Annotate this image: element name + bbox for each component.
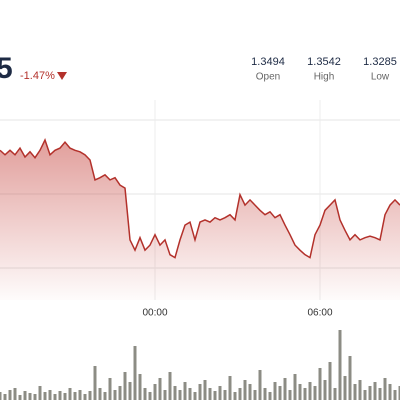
volume-bar: [323, 380, 327, 400]
price: 5: [0, 52, 13, 85]
volume-bar: [308, 382, 312, 400]
volume-bar: [353, 384, 357, 400]
volume-bar: [318, 368, 322, 400]
volume-bar: [338, 330, 342, 400]
area: [0, 140, 400, 300]
volume-bar: [98, 388, 102, 400]
volume-bar: [293, 374, 297, 400]
volume-bar: [398, 386, 400, 400]
volume-bar: [158, 378, 162, 400]
volume-bar: [173, 386, 177, 400]
volume-bar: [103, 392, 107, 400]
stat-label: Open: [256, 72, 280, 83]
volume-bar: [283, 378, 287, 400]
volume-bar: [363, 390, 367, 400]
volume-bar: [348, 356, 352, 400]
volume-bar: [228, 376, 232, 400]
volume-bar: [108, 378, 112, 400]
volume-bar: [88, 391, 92, 400]
stat-label: Low: [371, 72, 390, 83]
volume-bar: [333, 388, 337, 400]
price-line: [0, 138, 400, 259]
volume-bar: [118, 386, 122, 400]
volume-bar: [148, 392, 152, 400]
volume-bar: [378, 388, 382, 400]
volume-bar: [13, 388, 17, 400]
volume-bar: [193, 392, 197, 400]
volume-bar: [23, 391, 27, 400]
volume-bar: [28, 393, 32, 400]
volume-bar: [128, 382, 132, 400]
volume-bar: [213, 391, 217, 400]
volume-bar: [278, 386, 282, 400]
volume-bar: [48, 390, 52, 400]
volume-bar: [153, 384, 157, 400]
volume-bar: [198, 384, 202, 400]
change: -1.47%: [20, 70, 55, 82]
volume-bar: [83, 394, 87, 400]
volume-bar: [358, 380, 362, 400]
volume-bar: [53, 394, 57, 400]
volume-bar: [188, 388, 192, 400]
volume-bar: [138, 374, 142, 400]
x-tick-label: 00:00: [142, 308, 167, 319]
volume-bar: [223, 390, 227, 400]
volume-bar: [58, 391, 62, 400]
volume-bar: [43, 392, 47, 400]
volume-bar: [203, 380, 207, 400]
volume-bar: [268, 392, 272, 400]
x-tick-label: 06:00: [307, 308, 332, 319]
volume-bar: [133, 346, 137, 400]
volume-bar: [373, 382, 377, 400]
volume-bar: [163, 390, 167, 400]
volume-bar: [258, 370, 262, 400]
volume-bar: [393, 390, 397, 400]
volume-bar: [143, 388, 147, 400]
volume-bar: [273, 382, 277, 400]
volume-bar: [288, 390, 292, 400]
volume-bar: [368, 386, 372, 400]
volume-bar: [38, 386, 42, 400]
volume-bar: [33, 394, 37, 400]
volume-bar: [343, 376, 347, 400]
volume-bar: [168, 372, 172, 400]
volume-bar: [63, 393, 67, 400]
volume-bar: [18, 395, 22, 400]
volume-bar: [123, 372, 127, 400]
volume-bar: [248, 384, 252, 400]
stat-value: 1.3494: [251, 56, 285, 68]
volume-bar: [263, 388, 267, 400]
volume-bar: [238, 388, 242, 400]
volume-bar: [243, 380, 247, 400]
volume-bar: [0, 392, 2, 400]
volume-bar: [298, 384, 302, 400]
volume-bar: [78, 390, 82, 400]
stat-value: 1.3285: [363, 56, 397, 68]
volume-bar: [383, 378, 387, 400]
volume-bar: [183, 382, 187, 400]
volume-bar: [3, 394, 7, 400]
stat-label: High: [314, 72, 335, 83]
volume-bar: [93, 366, 97, 400]
volume-bar: [208, 388, 212, 400]
down-arrow: [57, 72, 67, 80]
volume-bar: [253, 390, 257, 400]
volume-bar: [8, 390, 12, 400]
volume-bar: [113, 390, 117, 400]
volume-bar: [328, 362, 332, 400]
volume-bar: [68, 388, 72, 400]
stat-value: 1.3542: [307, 56, 341, 68]
volume-bar: [178, 390, 182, 400]
volume-bar: [73, 392, 77, 400]
volume-bar: [303, 388, 307, 400]
volume-bar: [233, 392, 237, 400]
volume-bar: [218, 386, 222, 400]
volume-bar: [388, 384, 392, 400]
volume-bar: [313, 386, 317, 400]
